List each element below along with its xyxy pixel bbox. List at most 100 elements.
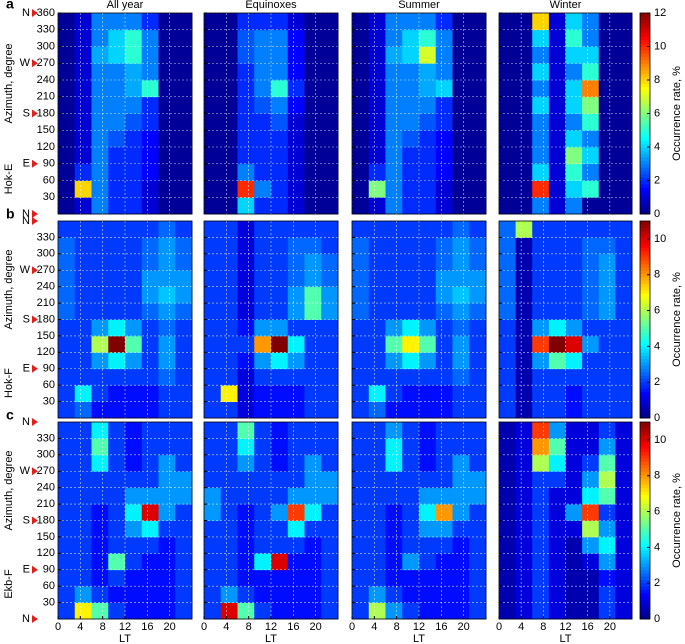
heatmap-panel xyxy=(352,13,487,215)
heatmap-cell xyxy=(499,335,517,353)
heatmap-cell xyxy=(352,602,370,620)
heatmap-cell xyxy=(385,536,403,554)
x-tick-label: 12 xyxy=(119,621,131,633)
colorbar-segment xyxy=(640,49,650,54)
heatmap-cell xyxy=(385,335,403,353)
colorbar-segment xyxy=(640,306,650,311)
heatmap-cell xyxy=(368,602,386,620)
heatmap-cell xyxy=(565,438,583,456)
heatmap-cell xyxy=(532,352,550,370)
colorbar-segment xyxy=(640,467,650,472)
heatmap-cell xyxy=(419,569,437,587)
heatmap-cell xyxy=(125,368,143,386)
heatmap-cell xyxy=(548,197,566,215)
heatmap-cell xyxy=(108,253,126,271)
heatmap-cell xyxy=(304,270,322,288)
heatmap-cell xyxy=(287,147,305,165)
colorbar-segment xyxy=(640,207,650,212)
heatmap-cell xyxy=(352,504,370,521)
heatmap-cell xyxy=(287,237,305,255)
heatmap-cell xyxy=(368,63,386,81)
heatmap-cell xyxy=(565,487,583,505)
heatmap-cell xyxy=(352,319,370,337)
heatmap-cell xyxy=(304,368,322,386)
heatmap-cell xyxy=(91,536,109,554)
heatmap-cell xyxy=(582,147,600,165)
heatmap-cell xyxy=(74,63,92,81)
heatmap-cell xyxy=(532,180,550,198)
heatmap-cell xyxy=(220,286,238,304)
heatmap-cell xyxy=(499,237,517,255)
heatmap-cell xyxy=(220,422,238,439)
station-label: Ekb-F xyxy=(3,569,15,599)
heatmap-cell xyxy=(452,286,470,304)
heatmap-cell xyxy=(565,63,583,81)
heatmap-cell xyxy=(582,221,600,238)
colorbar-segment xyxy=(640,136,650,141)
heatmap-cell xyxy=(452,422,470,439)
heatmap-cell xyxy=(304,237,322,255)
heatmap-cell xyxy=(402,303,420,320)
heatmap-cell xyxy=(419,29,437,47)
heatmap-cell xyxy=(385,303,403,320)
direction-marker xyxy=(32,315,38,324)
heatmap-cell xyxy=(469,401,487,419)
heatmap-cell xyxy=(565,270,583,288)
heatmap-cell xyxy=(548,553,566,571)
heatmap-cell xyxy=(304,569,322,587)
heatmap-cell xyxy=(598,130,616,148)
heatmap-cell xyxy=(220,504,238,521)
heatmap-cell xyxy=(141,586,159,603)
panel-frame xyxy=(57,220,193,419)
heatmap-cell xyxy=(74,163,92,181)
heatmap-cell xyxy=(91,422,109,439)
heatmap-cell xyxy=(565,96,583,114)
heatmap-cell xyxy=(435,13,453,31)
heatmap-cell xyxy=(58,319,76,337)
direction-label: E xyxy=(23,158,30,170)
heatmap-cell xyxy=(385,569,403,587)
heatmap-cell xyxy=(271,520,289,538)
heatmap-cell xyxy=(452,303,470,320)
heatmap-cell xyxy=(615,29,633,47)
heatmap-cell xyxy=(74,602,92,620)
heatmap-cell xyxy=(452,335,470,353)
colorbar-segment xyxy=(640,76,650,81)
y-tick-label: 270 xyxy=(37,264,55,276)
heatmap-cell xyxy=(499,422,517,439)
colorbar-segment xyxy=(640,454,650,459)
heatmap-cell xyxy=(452,569,470,587)
heatmap-cell xyxy=(158,422,176,439)
colorbar-segment xyxy=(640,157,650,161)
heatmap-cell xyxy=(385,163,403,181)
heatmap-cell xyxy=(435,46,453,64)
colorbar-segment xyxy=(640,401,650,406)
heatmap-cell xyxy=(452,368,470,386)
colorbar-segment xyxy=(640,527,650,531)
heatmap-cell xyxy=(532,569,550,587)
heatmap-cell xyxy=(175,46,193,64)
heatmap-cell xyxy=(304,197,322,215)
heatmap-panel xyxy=(58,221,193,419)
heatmap-cell xyxy=(499,180,517,198)
colorbar-segment xyxy=(640,253,650,258)
heatmap-cell xyxy=(204,335,222,353)
heatmap-cell xyxy=(615,471,633,489)
heatmap-cell xyxy=(352,237,370,255)
heatmap-cell xyxy=(237,602,255,620)
heatmap-cell xyxy=(402,237,420,255)
heatmap-cell xyxy=(352,197,370,215)
heatmap-cell xyxy=(321,270,339,288)
heatmap-cell xyxy=(532,96,550,114)
heatmap-cell xyxy=(237,96,255,114)
colorbar-segment xyxy=(640,431,650,436)
heatmap-cell xyxy=(254,13,272,31)
heatmap-cell xyxy=(499,130,517,148)
heatmap-cell xyxy=(175,385,193,402)
heatmap-cell xyxy=(321,147,339,165)
heatmap-cell xyxy=(304,46,322,64)
heatmap-cell xyxy=(158,586,176,603)
heatmap-cell xyxy=(220,13,238,31)
heatmap-cell xyxy=(158,569,176,587)
heatmap-cell xyxy=(435,286,453,304)
